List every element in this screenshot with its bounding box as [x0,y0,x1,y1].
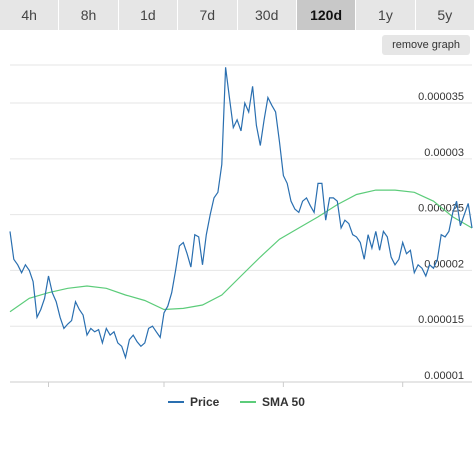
tab-30d[interactable]: 30d [237,0,297,30]
series-line-price [9,67,473,360]
tab-1d[interactable]: 1d [118,0,179,30]
tab-8h[interactable]: 8h [59,0,119,30]
legend-item-price[interactable]: Price [168,392,219,412]
timeframe-tabs: 4h 8h 1d 7d 30d 120d 1y 5y [0,0,474,30]
legend-label-sma-50: SMA 50 [262,395,305,409]
x-axis-tick-labels: Jun '25Jul '25Aug '25Sep '25 [48,382,404,387]
y-tick-label: 0.00003 [424,147,464,159]
tab-4h[interactable]: 4h [0,0,60,30]
legend-swatch-price [168,401,184,403]
y-tick-label: 0.000035 [418,91,464,103]
chart-legend: Price SMA 50 [0,392,474,412]
y-tick-label: 0.00001 [424,370,464,382]
y-tick-label: 0.000015 [418,314,464,326]
series-line-sma-50 [9,189,473,313]
y-tick-label: 0.00002 [424,258,464,270]
price-chart: 0.000010.0000150.000020.0000250.000030.0… [9,64,473,387]
tab-7d[interactable]: 7d [178,0,238,30]
remove-graph-button[interactable]: remove graph [382,35,470,55]
tab-120d[interactable]: 120d [296,0,357,30]
tab-5y[interactable]: 5y [415,0,474,30]
legend-label-price: Price [190,395,220,409]
legend-swatch-sma-50 [240,401,256,403]
legend-item-sma-50[interactable]: SMA 50 [240,392,305,412]
tab-1y[interactable]: 1y [356,0,416,30]
grid-lines [10,64,472,383]
